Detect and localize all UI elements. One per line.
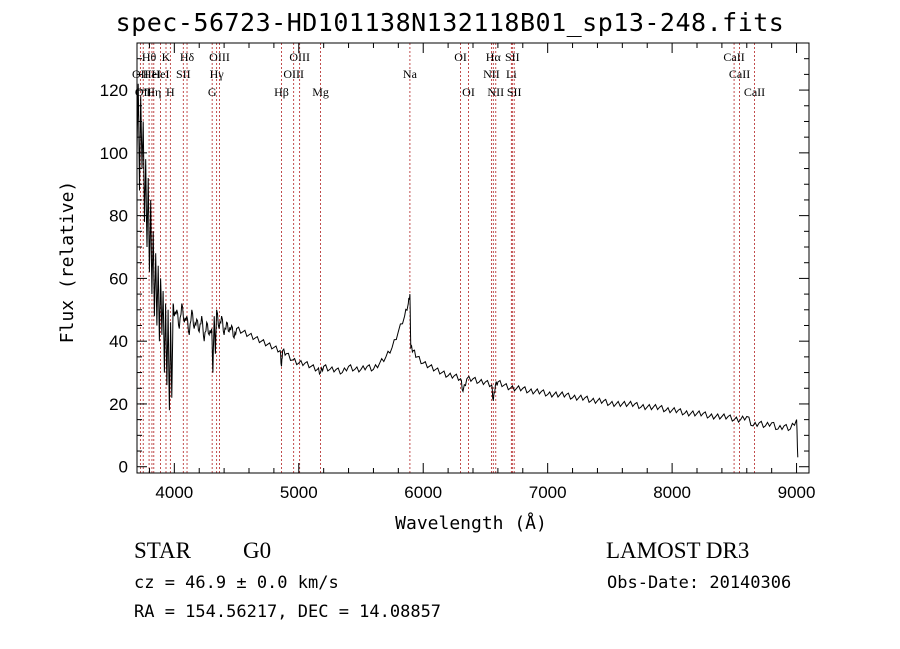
line-marker-label-3: HeI (143, 67, 161, 81)
x-tick-label: 4000 (155, 483, 193, 502)
x-axis: 4000 5000 6000 7000 8000 9000 (148, 43, 816, 502)
survey-name: LAMOST DR3 (606, 538, 750, 563)
line-marker-label-7: H (166, 85, 175, 99)
line-marker-label-25: SII (507, 85, 522, 99)
coordinates: RA = 154.56217, DEC = 14.08857 (134, 602, 442, 622)
line-marker-labels: OIIOIIHθHeIHηHeIKHSIIHδGHγOIIIHβOIIIOIII… (132, 50, 765, 99)
observation-date: Obs-Date: 20140306 (607, 573, 792, 593)
line-marker-label-5: HeI (152, 67, 170, 81)
line-marker-label-26: CaII (723, 50, 744, 64)
x-tick-label: 6000 (404, 483, 442, 502)
line-marker-label-16: Mg (312, 85, 329, 99)
line-marker-label-12: OIII (209, 50, 230, 64)
line-marker-label-1: OII (135, 85, 152, 99)
chart-title: spec-56723-HD101138N132118B01_sp13-248.f… (115, 8, 785, 37)
y-tick-label: 20 (109, 395, 128, 414)
y-tick-label: 80 (109, 207, 128, 226)
x-tick-label: 7000 (529, 483, 567, 502)
line-marker-label-2: Hθ (142, 50, 157, 64)
line-marker-label-15: OIII (289, 50, 310, 64)
line-marker-label-23: Li (506, 67, 517, 81)
line-marker-label-10: G (208, 85, 217, 99)
line-marker-label-27: CaII (729, 67, 750, 81)
spectral-type: G0 (243, 538, 272, 563)
line-marker-label-11: Hγ (210, 67, 225, 81)
line-marker-label-19: OI (462, 85, 475, 99)
x-tick-label: 8000 (653, 483, 691, 502)
y-tick-label: 120 (100, 81, 128, 100)
line-marker-label-8: SII (176, 67, 191, 81)
line-marker-label-24: SII (505, 50, 520, 64)
redshift-velocity: cz = 46.9 ± 0.0 km/s (134, 573, 339, 593)
line-marker-label-9: Hδ (180, 50, 195, 64)
line-marker-label-21: Hα (486, 50, 502, 64)
line-marker-label-4: Hη (146, 85, 161, 99)
line-marker-label-18: OI (454, 50, 467, 64)
x-tick-label: 9000 (778, 483, 816, 502)
y-tick-label: 100 (100, 144, 128, 163)
line-marker-label-28: CaII (744, 85, 765, 99)
x-axis-label: Wavelength (Å) (395, 512, 547, 534)
y-axis-label: Flux (relative) (57, 181, 78, 344)
line-marker-label-14: OIII (283, 67, 304, 81)
x-tick-label: 5000 (280, 483, 318, 502)
spectrum-line (136, 83, 799, 458)
line-marker-label-22: NII (487, 85, 504, 99)
line-marker-label-20: NII (483, 67, 500, 81)
object-class-label: STAR (134, 538, 191, 563)
line-marker-label-17: Na (403, 67, 418, 81)
plot-frame (136, 42, 810, 474)
y-axis: 0 20 40 60 80 100 120 (100, 58, 809, 477)
y-tick-label: 60 (109, 269, 128, 288)
y-tick-label: 40 (109, 332, 128, 351)
y-tick-label: 0 (119, 458, 128, 477)
line-marker-label-13: Hβ (274, 85, 289, 99)
line-marker-label-6: K (162, 50, 171, 64)
